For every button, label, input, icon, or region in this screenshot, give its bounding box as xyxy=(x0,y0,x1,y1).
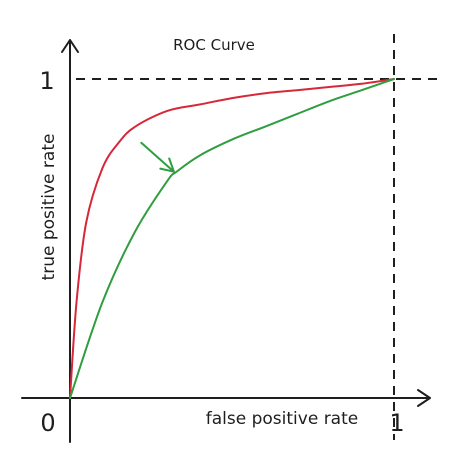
y-tick-label: 1 xyxy=(39,67,54,95)
y-axis xyxy=(61,39,79,443)
roc-curve-2 xyxy=(69,78,395,399)
roc-curve-1 xyxy=(69,78,395,399)
chart-title: ROC Curve xyxy=(173,36,255,54)
shift-arrow xyxy=(140,141,175,173)
x-axis xyxy=(21,389,431,407)
y-axis-label: true positive rate xyxy=(39,134,59,281)
x-tick-label: 0 xyxy=(40,409,55,437)
x-axis-label: false positive rate xyxy=(206,409,358,429)
x-tick-label: 1 xyxy=(389,409,404,437)
